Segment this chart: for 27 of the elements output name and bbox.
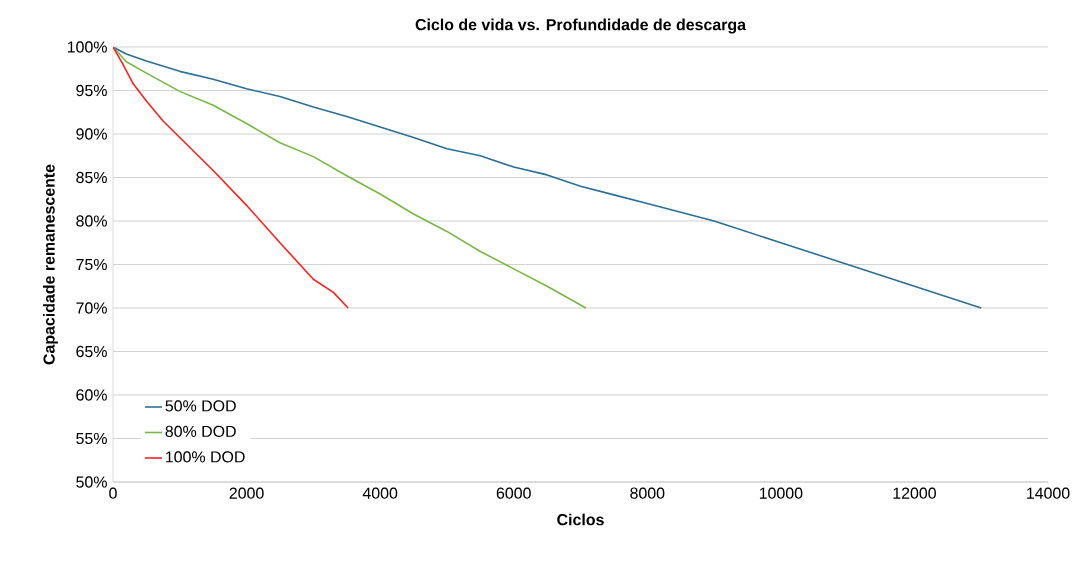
y-tick-label: 75% xyxy=(76,258,107,271)
y-tick-label: 70% xyxy=(76,302,107,314)
x-tick-label: 4000 xyxy=(362,487,398,499)
y-tick-label: 80% xyxy=(76,215,107,227)
line-series xyxy=(113,47,349,309)
x-tick-label: 12000 xyxy=(893,487,936,499)
y-tick-label: 85% xyxy=(76,171,107,184)
legend-label: 100% DOD xyxy=(166,451,245,463)
x-tick-label: 14000 xyxy=(1027,487,1070,499)
legend-label: 80% DOD xyxy=(165,425,236,438)
x-tick-label: 10000 xyxy=(759,487,803,499)
x-tick-label: 2000 xyxy=(229,487,264,499)
y-tick-label: 95% xyxy=(76,84,107,97)
line-series xyxy=(113,47,587,309)
x-tick-label: 0 xyxy=(109,487,117,499)
chart-title: Ciclo de vida vs. Profundidade de descarga xyxy=(415,18,747,34)
x-tick-label: 6000 xyxy=(496,487,531,499)
y-tick-label: 50% xyxy=(76,476,107,488)
x-tick-label: 8000 xyxy=(630,487,665,499)
y-axis-title: Capacidade remanescente xyxy=(43,164,58,365)
x-axis-title: Ciclos xyxy=(557,513,604,526)
y-tick-label: 60% xyxy=(76,389,107,401)
legend-label: 50% DOD xyxy=(165,400,236,412)
y-tick-label: 65% xyxy=(76,345,107,358)
y-tick-label: 90% xyxy=(76,128,107,140)
y-tick-label: 55% xyxy=(76,432,107,445)
y-tick-label: 100% xyxy=(67,41,107,53)
